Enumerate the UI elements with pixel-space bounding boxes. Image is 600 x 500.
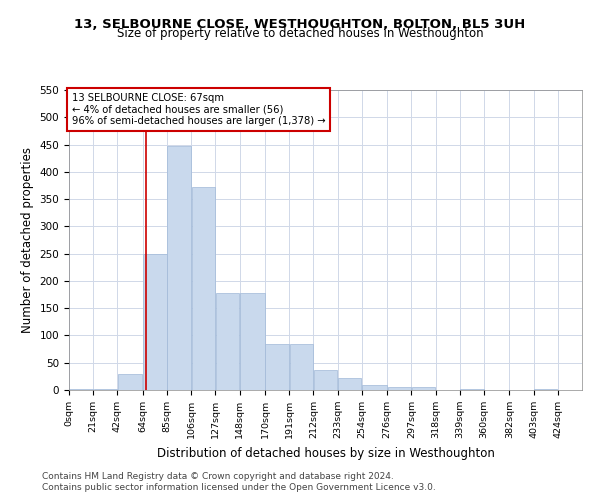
Bar: [338, 378, 361, 390]
Bar: [388, 388, 411, 390]
Text: 13 SELBOURNE CLOSE: 67sqm
← 4% of detached houses are smaller (56)
96% of semi-d: 13 SELBOURNE CLOSE: 67sqm ← 4% of detach…: [71, 93, 325, 126]
Bar: [143, 254, 167, 390]
X-axis label: Distribution of detached houses by size in Westhoughton: Distribution of detached houses by size …: [157, 446, 494, 460]
Bar: [534, 389, 557, 390]
Bar: [118, 374, 142, 390]
Text: Contains public sector information licensed under the Open Government Licence v3: Contains public sector information licen…: [42, 484, 436, 492]
Bar: [314, 370, 337, 390]
Bar: [412, 388, 435, 390]
Bar: [167, 146, 191, 390]
Bar: [216, 293, 239, 390]
Bar: [191, 186, 215, 390]
Bar: [240, 293, 265, 390]
Bar: [94, 389, 117, 390]
Bar: [70, 389, 93, 390]
Y-axis label: Number of detached properties: Number of detached properties: [21, 147, 34, 333]
Text: 13, SELBOURNE CLOSE, WESTHOUGHTON, BOLTON, BL5 3UH: 13, SELBOURNE CLOSE, WESTHOUGHTON, BOLTO…: [74, 18, 526, 30]
Bar: [265, 344, 289, 390]
Bar: [290, 344, 313, 390]
Bar: [460, 389, 484, 390]
Text: Contains HM Land Registry data © Crown copyright and database right 2024.: Contains HM Land Registry data © Crown c…: [42, 472, 394, 481]
Bar: [362, 384, 387, 390]
Text: Size of property relative to detached houses in Westhoughton: Size of property relative to detached ho…: [116, 28, 484, 40]
